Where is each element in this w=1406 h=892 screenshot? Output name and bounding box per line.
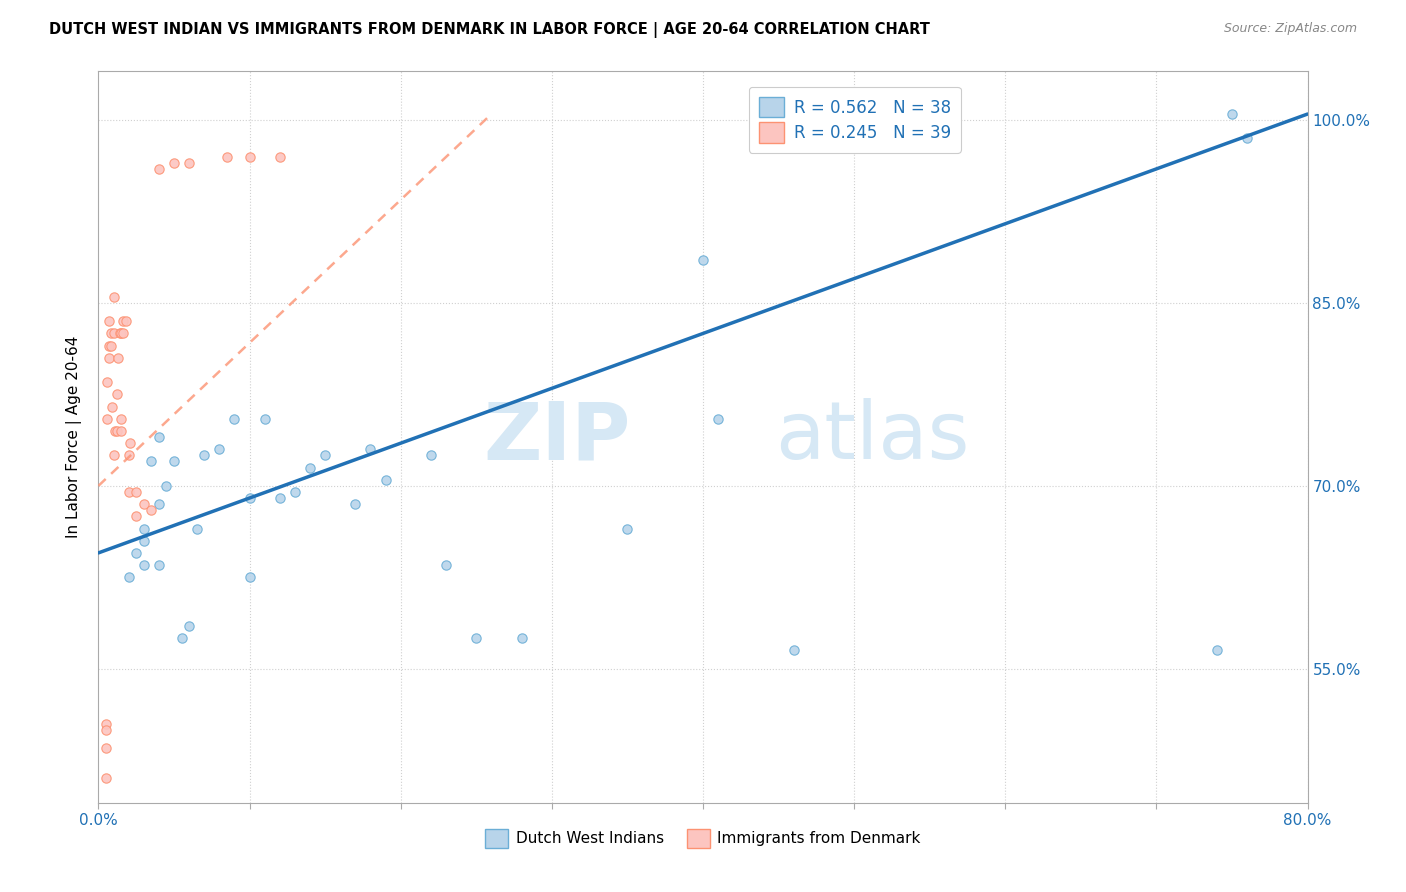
Point [110, 424, 132, 438]
Text: atlas: atlas [776, 398, 970, 476]
Point [100, 339, 122, 353]
Point [783, 643, 806, 657]
Point [94, 716, 117, 731]
Point [94, 723, 117, 737]
Point [1206, 643, 1229, 657]
Point [269, 150, 291, 164]
Point [98, 351, 121, 365]
Point [105, 424, 128, 438]
Point [132, 521, 155, 535]
Point [170, 632, 193, 646]
Point [253, 412, 276, 426]
Point [132, 558, 155, 573]
Text: DUTCH WEST INDIAN VS IMMIGRANTS FROM DENMARK IN LABOR FORCE | AGE 20-64 CORRELAT: DUTCH WEST INDIAN VS IMMIGRANTS FROM DEN… [49, 22, 931, 38]
Point [107, 351, 129, 365]
Point [141, 454, 163, 468]
Point [98, 339, 121, 353]
Point [707, 412, 730, 426]
Point [239, 491, 262, 505]
Point [132, 533, 155, 548]
Point [163, 155, 186, 169]
Point [269, 491, 291, 505]
Point [284, 485, 307, 500]
Point [299, 460, 322, 475]
Point [103, 290, 125, 304]
Point [239, 150, 262, 164]
Point [510, 632, 533, 646]
Legend: Dutch West Indians, Immigrants from Denmark: Dutch West Indians, Immigrants from Denm… [479, 822, 927, 854]
Point [111, 314, 134, 328]
Point [103, 326, 125, 341]
Point [94, 740, 117, 755]
Point [98, 314, 121, 328]
Point [155, 479, 177, 493]
Point [434, 558, 457, 573]
Point [120, 436, 142, 450]
Point [96, 412, 118, 426]
Point [118, 570, 141, 584]
Point [465, 632, 488, 646]
Point [239, 570, 262, 584]
Point [616, 521, 638, 535]
Point [118, 449, 141, 463]
Point [215, 150, 238, 164]
Point [1220, 107, 1243, 121]
Point [111, 326, 134, 341]
Point [420, 449, 443, 463]
Point [132, 497, 155, 511]
Point [94, 772, 117, 786]
Point [114, 314, 136, 328]
Point [125, 485, 148, 500]
Point [148, 558, 170, 573]
Point [1236, 131, 1258, 145]
Point [101, 400, 124, 414]
Point [108, 326, 131, 341]
Point [104, 424, 127, 438]
Y-axis label: In Labor Force | Age 20-64: In Labor Force | Age 20-64 [66, 336, 83, 538]
Point [179, 619, 201, 633]
Text: ZIP: ZIP [484, 398, 630, 476]
Point [179, 155, 201, 169]
Point [118, 485, 141, 500]
Point [186, 521, 208, 535]
Point [344, 497, 367, 511]
Point [110, 412, 132, 426]
Point [224, 412, 246, 426]
Point [141, 503, 163, 517]
Point [208, 442, 231, 457]
Point [105, 387, 128, 401]
Point [163, 454, 186, 468]
Point [692, 253, 714, 268]
Point [148, 161, 170, 176]
Point [360, 442, 382, 457]
Point [148, 430, 170, 444]
Point [314, 449, 336, 463]
Text: Source: ZipAtlas.com: Source: ZipAtlas.com [1223, 22, 1357, 36]
Point [103, 449, 125, 463]
Point [125, 509, 148, 524]
Point [148, 497, 170, 511]
Point [374, 473, 396, 487]
Point [100, 326, 122, 341]
Point [193, 449, 215, 463]
Point [125, 546, 148, 560]
Point [110, 326, 132, 341]
Point [96, 376, 118, 390]
